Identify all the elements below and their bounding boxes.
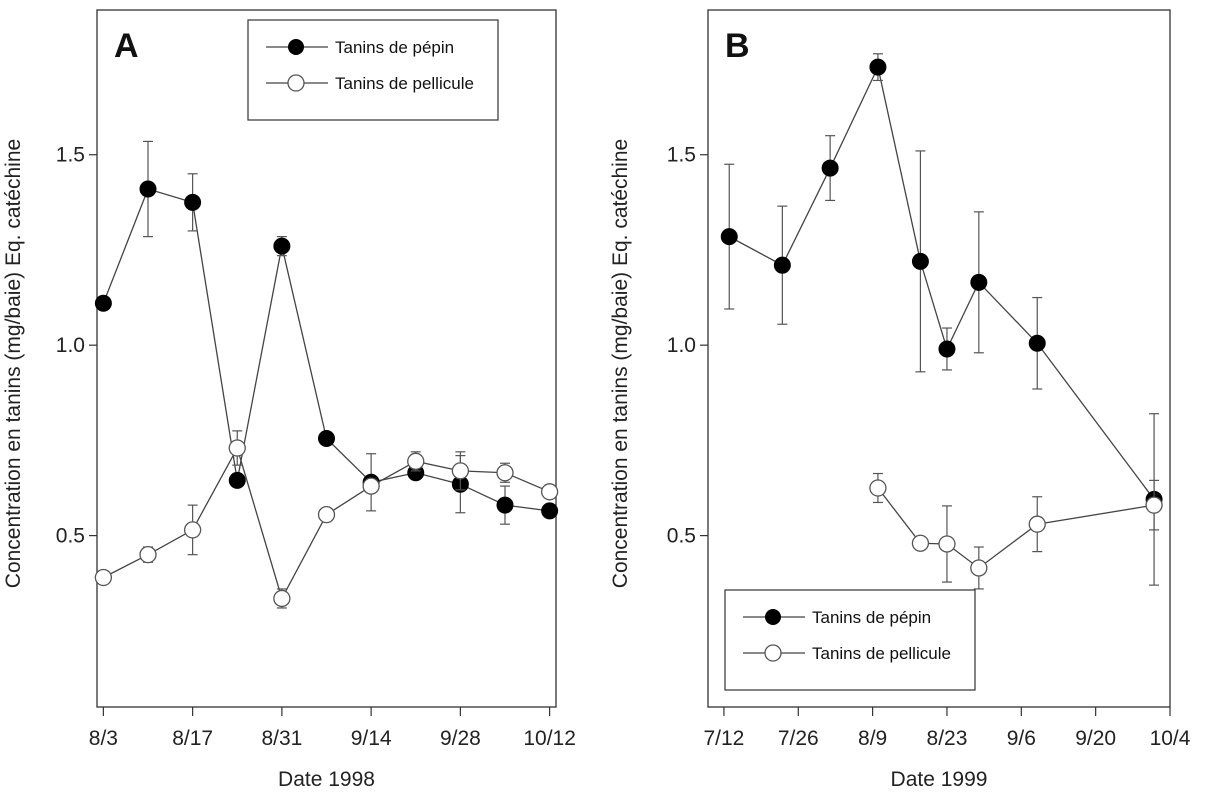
data-point — [869, 479, 887, 497]
x-tick-label: 7/26 — [778, 727, 819, 750]
legend: Tanins de pépin Tanins de pellicule — [247, 19, 499, 121]
data-point — [451, 462, 470, 480]
series-line — [102, 188, 550, 512]
data-point — [273, 589, 291, 608]
legend-label: Tanins de pépin — [335, 38, 454, 57]
x-axis-title: Date 1999 — [891, 768, 988, 791]
data-point — [938, 340, 956, 358]
data-point — [970, 559, 988, 577]
y-axis-title: Concentration en tanins (mg/baie) Eq. ca… — [609, 139, 632, 588]
y-tick-label: 1.5 — [667, 144, 696, 167]
x-tick-label: 9/14 — [351, 727, 392, 750]
x-tick-label: 9/20 — [1075, 727, 1116, 750]
y-tick-label: 1.5 — [56, 144, 85, 167]
x-axis-title: Date 1998 — [278, 768, 375, 791]
data-point — [362, 477, 380, 495]
y-tick-label: 1.0 — [56, 334, 85, 357]
x-tick-label: 10/4 — [1150, 727, 1191, 750]
y-tick-label: 0.5 — [667, 525, 696, 548]
x-tick-label: 8/3 — [89, 727, 118, 750]
plot-frame — [96, 9, 557, 708]
data-point — [869, 58, 887, 76]
series-line — [877, 487, 1155, 569]
data-point — [94, 568, 113, 587]
legend-marker — [287, 74, 305, 92]
x-tick-label: 8/31 — [261, 727, 302, 750]
legend-label: Tanins de pellicule — [335, 74, 474, 93]
data-point — [496, 464, 514, 482]
legend-marker — [765, 609, 781, 625]
data-point — [1028, 334, 1046, 352]
y-axis-title: Concentration en tanins (mg/baie) Eq. ca… — [2, 139, 25, 588]
data-point — [184, 193, 202, 211]
data-point — [183, 521, 202, 539]
data-point — [139, 180, 157, 198]
data-point — [1028, 515, 1046, 533]
data-point — [496, 496, 514, 514]
data-point — [821, 159, 839, 177]
series-skin-tannins — [94, 430, 559, 609]
y-tick-label: 1.0 — [667, 334, 696, 357]
x-tick-label: 8/23 — [927, 727, 968, 750]
data-point — [970, 273, 988, 291]
legend-box — [724, 589, 976, 691]
chart-panel-A: A 0.5 1.0 1.5 8/3 8/17 8/31 9/14 9/28 10/12 Date 1… — [2, 9, 576, 791]
legend-marker — [288, 39, 304, 55]
y-tick-label: 0.5 — [56, 525, 85, 548]
data-point — [318, 429, 335, 447]
legend-label: Tanins de pépin — [812, 608, 931, 627]
legend-box — [247, 19, 499, 121]
data-point — [317, 506, 336, 524]
series-seed-tannins — [94, 140, 559, 525]
series-skin-tannins — [869, 472, 1163, 590]
plot-frame — [707, 9, 1171, 708]
series-line — [728, 65, 1155, 500]
legend-label: Tanins de pellicule — [812, 644, 951, 663]
data-point — [938, 535, 956, 553]
x-tick-label: 8/17 — [172, 727, 213, 750]
data-point — [139, 546, 157, 564]
data-point — [911, 252, 929, 270]
x-tick-label: 9/6 — [1007, 727, 1036, 750]
x-tick-label: 10/12 — [523, 727, 576, 750]
data-point — [273, 237, 291, 255]
data-point — [228, 439, 246, 457]
data-point — [773, 256, 791, 274]
panel-letter: B — [725, 27, 750, 65]
data-point — [911, 534, 930, 552]
data-point — [1145, 496, 1163, 514]
x-tick-label: 8/9 — [858, 727, 887, 750]
data-point — [407, 452, 425, 470]
panel-letter: A — [114, 27, 139, 65]
legend-marker — [764, 644, 782, 662]
x-tick-label: 9/28 — [440, 727, 481, 750]
x-tick-label: 7/12 — [703, 727, 744, 750]
data-point — [720, 228, 738, 246]
chart-panel-B: B 0.5 1.0 1.5 7/12 7/26 8/9 8/23 9/6 9/20 10/4 Date… — [609, 9, 1191, 791]
data-point — [540, 483, 559, 501]
data-point — [94, 294, 112, 312]
data-point — [541, 502, 559, 520]
legend: Tanins de pépin Tanins de pellicule — [724, 589, 976, 691]
data-point — [228, 471, 246, 489]
series-seed-tannins — [720, 53, 1163, 586]
